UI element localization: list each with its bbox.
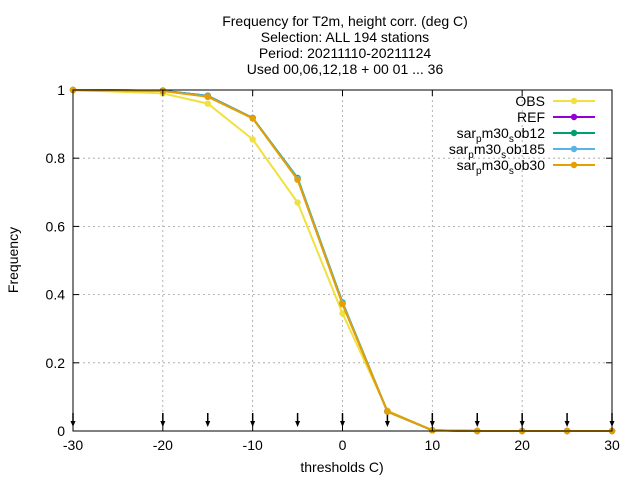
chart-title-line: Used 00,06,12,18 + 00 01 ... 36 [247, 61, 444, 77]
legend-label-3: sarpm30sob185 [449, 141, 545, 161]
threshold-markers [70, 413, 615, 427]
x-tick-label: 30 [604, 437, 620, 453]
legend-text-part: sar [457, 157, 477, 173]
threshold-marker-arrow [205, 421, 211, 427]
y-tick-label: 1 [57, 82, 65, 98]
threshold-marker-arrow [295, 421, 301, 427]
chart-title: Frequency for T2m, height corr. (deg C)S… [222, 13, 468, 77]
legend-text-part: s [509, 134, 514, 145]
legend-text-part: sar [449, 141, 469, 157]
legend-swatch-point-2 [570, 129, 578, 137]
threshold-marker-arrow [250, 421, 256, 427]
legend-text-part: m30 [482, 157, 509, 173]
x-tick-label: -10 [243, 437, 263, 453]
legend-text-part: m30 [474, 141, 501, 157]
threshold-marker-arrow [564, 421, 570, 427]
legend-text-part: s [509, 166, 514, 177]
legend-text-part: ob30 [514, 157, 545, 173]
series-point-4 [204, 93, 211, 101]
threshold-marker-arrow [474, 421, 480, 427]
series-point-0 [339, 310, 346, 317]
x-axis-label: thresholds C) [300, 459, 383, 475]
threshold-marker-arrow [429, 421, 435, 427]
legend-text-part: m30 [482, 125, 509, 141]
threshold-marker-arrow [384, 421, 390, 427]
x-tick-label: 0 [339, 437, 347, 453]
series-point-4 [249, 115, 256, 122]
legend-swatch-point-1 [570, 113, 578, 121]
threshold-marker-arrow [340, 421, 345, 427]
legend-text-part: p [476, 166, 482, 177]
y-tick-label: 0 [57, 423, 65, 439]
chart-title-line: Frequency for T2m, height corr. (deg C) [222, 13, 468, 29]
series-point-0 [204, 100, 211, 107]
legend-text-part: s [501, 150, 506, 161]
chart-title-line: Selection: ALL 194 stations [261, 29, 429, 45]
grid [73, 90, 612, 431]
y-tick-label: 0.4 [46, 287, 66, 303]
legend-text-part: ob185 [506, 141, 545, 157]
legend-text-part: sar [457, 125, 477, 141]
y-tick-label: 0.8 [46, 150, 66, 166]
legend-text-part: OBS [515, 93, 545, 109]
legend-text-part: REF [517, 109, 545, 125]
legend-label-0: OBS [515, 93, 545, 109]
x-tick-label: 10 [425, 437, 441, 453]
x-tick-label: 20 [514, 437, 530, 453]
legend-swatch-point-0 [570, 97, 578, 105]
axes: -30 -20 -10 0 10 20 30 0 0.2 0.4 0.6 0.8 1 [46, 82, 620, 453]
y-axis-label: Frequency [5, 227, 21, 293]
legend-text-part: p [468, 150, 474, 161]
legend-label-1: REF [517, 109, 545, 125]
y-tick-label: 0.2 [46, 355, 66, 371]
legend-swatch-point-3 [570, 145, 578, 153]
series-point-0 [294, 199, 301, 206]
x-tick-label: -30 [63, 437, 83, 453]
threshold-marker-arrow [519, 421, 525, 427]
x-tick-label: -20 [153, 437, 173, 453]
legend-label-2: sarpm30sob12 [457, 125, 546, 145]
series-point-0 [249, 136, 256, 143]
legend: OBSREFsarpm30sob12sarpm30sob185sarpm30so… [449, 93, 595, 177]
series-point-4 [339, 300, 346, 308]
series-point-4 [294, 176, 301, 183]
legend-text-part: p [476, 134, 482, 145]
threshold-marker-arrow [160, 421, 166, 427]
series-point-4 [384, 408, 391, 415]
legend-swatch-point-4 [570, 161, 578, 169]
y-tick-label: 0.6 [46, 218, 66, 234]
chart-title-line: Period: 20211110-20211124 [259, 45, 432, 61]
legend-label-4: sarpm30sob30 [457, 157, 546, 177]
legend-text-part: ob12 [514, 125, 545, 141]
